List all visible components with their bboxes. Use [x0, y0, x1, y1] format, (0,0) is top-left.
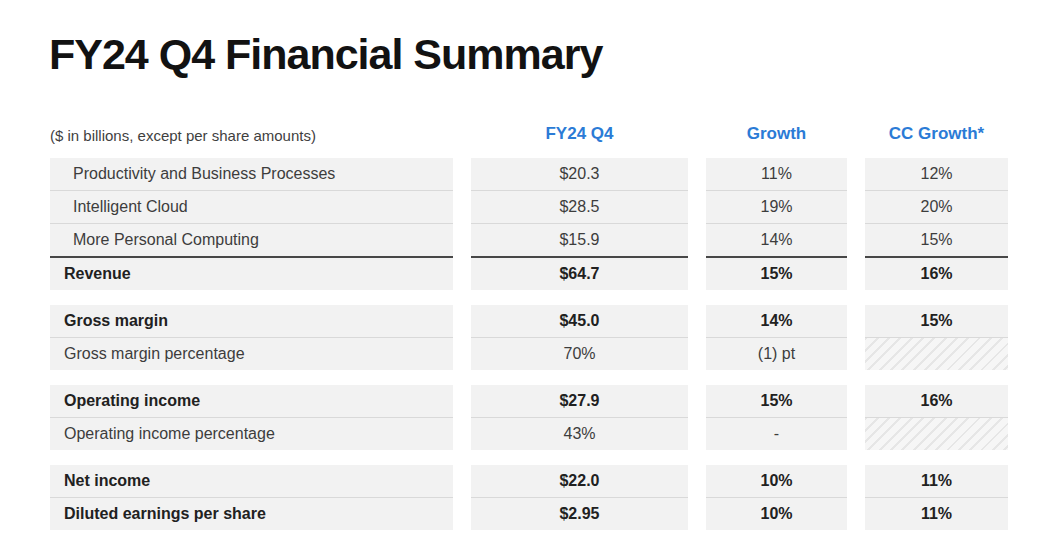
- column-header-growth: Growth: [706, 124, 847, 145]
- net-income-section: Net income $22.0 10% 11% Diluted earning…: [50, 465, 1008, 530]
- cell-fy24-q4: 43%: [471, 417, 688, 450]
- cell-cc-growth: 20%: [865, 190, 1008, 223]
- units-note: ($ in billions, except per share amounts…: [50, 127, 453, 145]
- cell-fy24-q4: $28.5: [471, 190, 688, 223]
- column-header-cc-growth: CC Growth*: [865, 124, 1008, 145]
- column-header-fy24-q4: FY24 Q4: [471, 124, 688, 145]
- operating-income-section: Operating income $27.9 15% 16% Operating…: [50, 385, 1008, 450]
- cell-growth: 10%: [706, 465, 847, 497]
- row-label: Gross margin: [50, 305, 453, 337]
- cell-cc-growth: 11%: [865, 465, 1008, 497]
- cell-fy24-q4: $2.95: [471, 497, 688, 530]
- hatched-cell: [865, 337, 1008, 370]
- table-header-row: ($ in billions, except per share amounts…: [50, 118, 1008, 145]
- row-label: Net income: [50, 465, 453, 497]
- cell-growth: 14%: [706, 223, 847, 256]
- row-label: Operating income: [50, 385, 453, 417]
- cell-fy24-q4: $27.9: [471, 385, 688, 417]
- cell-growth: 14%: [706, 305, 847, 337]
- cell-growth: 15%: [706, 256, 847, 290]
- cell-growth: 19%: [706, 190, 847, 223]
- cell-cc-growth: 11%: [865, 497, 1008, 530]
- gross-margin-section: Gross margin $45.0 14% 15% Gross margin …: [50, 305, 1008, 370]
- cell-fy24-q4: $45.0: [471, 305, 688, 337]
- row-label: Productivity and Business Processes: [50, 158, 453, 190]
- financial-table: ($ in billions, except per share amounts…: [50, 118, 1008, 545]
- cell-cc-growth: 16%: [865, 385, 1008, 417]
- cell-cc-growth: 15%: [865, 305, 1008, 337]
- revenue-section: Productivity and Business Processes $20.…: [50, 158, 1008, 290]
- financial-summary-slide: FY24 Q4 Financial Summary ($ in billions…: [0, 0, 1049, 558]
- hatched-cell: [865, 417, 1008, 450]
- cell-cc-growth: 12%: [865, 158, 1008, 190]
- cell-growth: 15%: [706, 385, 847, 417]
- cell-fy24-q4: $64.7: [471, 256, 688, 290]
- row-label: More Personal Computing: [50, 223, 453, 256]
- cell-growth: 11%: [706, 158, 847, 190]
- cell-cc-growth: 16%: [865, 256, 1008, 290]
- cell-fy24-q4: $22.0: [471, 465, 688, 497]
- row-label: Operating income percentage: [50, 417, 453, 450]
- row-label: Diluted earnings per share: [50, 497, 453, 530]
- page-title: FY24 Q4 Financial Summary: [49, 30, 602, 79]
- row-label: Gross margin percentage: [50, 337, 453, 370]
- cell-fy24-q4: $15.9: [471, 223, 688, 256]
- cell-growth: 10%: [706, 497, 847, 530]
- row-label: Intelligent Cloud: [50, 190, 453, 223]
- cell-growth: -: [706, 417, 847, 450]
- cell-cc-growth: 15%: [865, 223, 1008, 256]
- row-label: Revenue: [50, 256, 453, 290]
- cell-fy24-q4: 70%: [471, 337, 688, 370]
- cell-growth: (1) pt: [706, 337, 847, 370]
- cell-fy24-q4: $20.3: [471, 158, 688, 190]
